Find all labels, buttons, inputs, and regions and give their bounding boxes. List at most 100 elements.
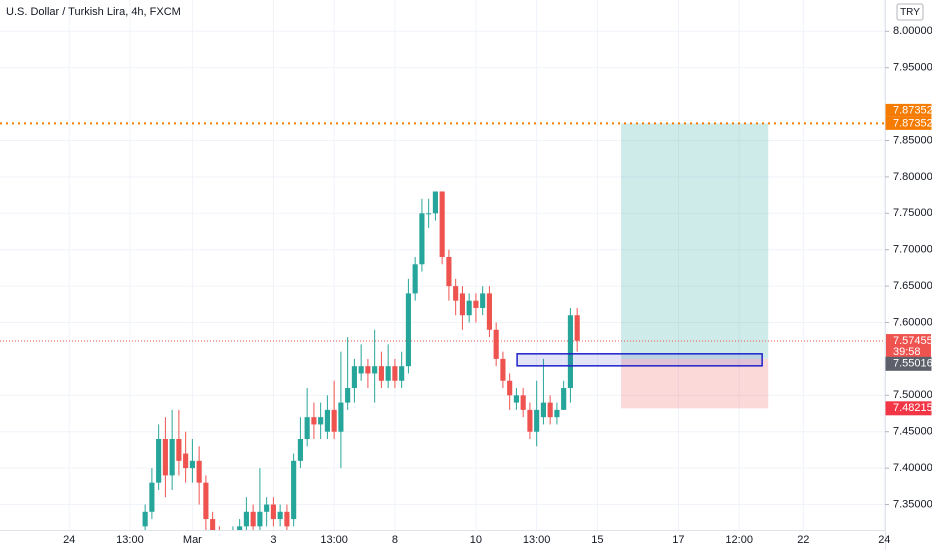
candle-body [351,366,357,389]
y-tick-label: 7.45000 [893,426,932,438]
candle-body [520,395,526,410]
candle-body [432,191,438,214]
x-tick-label: Mar [183,534,202,546]
chart-title: U.S. Dollar / Turkish Lira, 4h, FXCM [6,6,181,18]
candle-body [567,315,573,389]
x-tick-label: 13:00 [320,534,348,546]
candle-body [385,366,391,381]
candle-body [419,213,425,265]
candle-body [513,395,519,403]
candle-body [459,293,465,316]
candle-body [297,438,303,461]
candle-body [318,417,324,425]
countdown-label: 39:58 [893,346,921,358]
candle-body [264,504,270,512]
candle-body [149,482,155,512]
entry-price-box [885,356,932,371]
candle-body [142,511,148,527]
candle-body [338,402,344,432]
y-tick-label: 7.50000 [893,389,932,401]
x-tick-label: 24 [878,534,890,546]
candle-body [176,438,182,461]
candle-body [493,329,499,359]
candle-body [203,482,209,520]
y-tick-label: 7.60000 [893,316,932,328]
candle-body [534,409,540,432]
candle-body [311,417,317,425]
candle-body [189,460,195,469]
y-tick-label: 7.80000 [893,171,932,183]
alert-price-label: 7.87352 [893,104,932,116]
y-tick-label: 7.95000 [893,62,932,74]
candle-body [358,366,364,374]
profit-zone [621,123,769,359]
candle-body [527,409,533,432]
grid [0,0,885,530]
candle-body [277,511,283,520]
candle-body [304,417,310,439]
stop-price-box [885,401,932,416]
x-tick-label: 24 [63,534,75,546]
candle-body [331,409,337,432]
axes: 7.35000 7.40000 7.45000 7.50000 7.60000 7.650… [63,25,932,546]
candle-body [378,366,384,381]
y-tick-label: 8.00000 [893,25,932,37]
alert-price-box [885,116,932,130]
candle-body [540,402,546,418]
candle-body [547,402,553,418]
candle-body [399,366,405,381]
x-tick-label: 22 [797,534,809,546]
candle-body [574,315,580,341]
candle-body [426,213,432,215]
y-tick-label: 7.35000 [893,498,932,510]
candle-body [439,191,445,257]
candle-body [324,409,330,432]
candle-body [237,526,243,530]
x-tick-label: 13:00 [116,534,144,546]
currency-button[interactable] [896,3,924,21]
candle-body [405,293,411,367]
candle-body [446,256,452,287]
candle-body [210,519,216,530]
candle-body [284,511,290,527]
candle-body [156,438,162,483]
stop-price-label: 7.48215 [893,402,932,414]
candle-body [291,460,297,520]
candle-body [453,286,459,301]
candle-body [392,366,398,381]
x-tick-label: 10 [470,534,482,546]
current-price-box [886,334,931,359]
candle-body [250,511,256,527]
alert-price-box [885,103,932,117]
plot-area [0,122,885,530]
zone-box [516,353,763,367]
candle-body [480,293,486,308]
candle-body [412,264,418,294]
candle-body [196,460,202,483]
candle-body [466,300,472,316]
y-tick-label: 7.65000 [893,280,932,292]
candle-body [365,366,371,374]
candle-body [554,409,560,418]
candle-body [183,453,189,469]
candle-body [243,511,249,527]
candle-body [345,388,351,403]
candle-body [169,438,175,476]
loss-zone [621,358,769,409]
candle-body [162,438,168,476]
candle-body [500,358,506,381]
x-tick-label: 3 [270,534,276,546]
x-tick-label: 13:00 [523,534,551,546]
entry-price-label: 7.55016 [893,358,932,370]
candle-body [561,388,567,410]
currency-label[interactable]: TRY [900,7,920,18]
y-tick-label: 7.40000 [893,462,932,474]
current-price-label: 7.57455 [893,335,932,347]
candle-body [473,300,479,308]
candle-body [507,380,513,396]
candle-body [257,511,263,527]
x-tick-label: 15 [591,534,603,546]
alert-price-label: 7.87352 [893,117,932,129]
